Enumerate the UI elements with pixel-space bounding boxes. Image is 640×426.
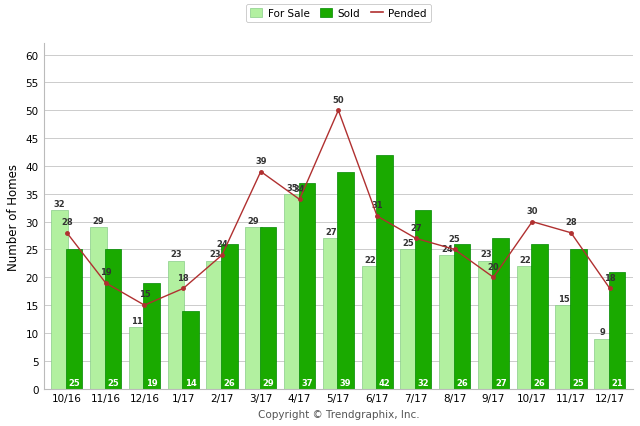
Text: 22: 22	[519, 255, 531, 264]
Bar	[221, 245, 237, 389]
Text: 32: 32	[54, 200, 65, 209]
Text: 32: 32	[417, 378, 429, 387]
Text: 29: 29	[248, 216, 259, 225]
Bar	[323, 239, 339, 389]
Text: 23: 23	[481, 250, 492, 259]
Text: 21: 21	[611, 378, 623, 387]
Bar	[207, 261, 223, 389]
Text: 28: 28	[61, 218, 73, 227]
Bar	[570, 250, 586, 389]
Bar	[90, 227, 107, 389]
Text: 50: 50	[333, 95, 344, 104]
Text: 29: 29	[93, 216, 104, 225]
Text: 25: 25	[107, 378, 119, 387]
Text: 37: 37	[301, 378, 312, 387]
Text: 35: 35	[287, 183, 298, 192]
Bar	[362, 267, 378, 389]
Text: 26: 26	[223, 378, 235, 387]
Bar	[143, 283, 160, 389]
Bar	[168, 261, 184, 389]
Text: 27: 27	[495, 378, 506, 387]
Text: 23: 23	[209, 250, 221, 259]
Bar	[182, 311, 199, 389]
Text: 25: 25	[449, 234, 461, 243]
Text: 23: 23	[170, 250, 182, 259]
Text: 14: 14	[184, 378, 196, 387]
Bar	[439, 256, 456, 389]
Bar	[51, 211, 68, 389]
Text: 26: 26	[534, 378, 545, 387]
Bar	[415, 211, 431, 389]
Text: 20: 20	[488, 262, 499, 271]
Bar	[129, 328, 145, 389]
Text: 19: 19	[100, 268, 111, 276]
Bar	[454, 245, 470, 389]
Text: 34: 34	[294, 184, 305, 193]
Text: 25: 25	[403, 239, 415, 248]
Legend: For Sale, Sold, Pended: For Sale, Sold, Pended	[246, 5, 431, 23]
Text: 31: 31	[371, 201, 383, 210]
Bar	[401, 250, 417, 389]
Text: 18: 18	[604, 273, 616, 282]
Bar	[531, 245, 548, 389]
Text: 29: 29	[262, 378, 274, 387]
Text: 9: 9	[600, 328, 605, 337]
Text: 27: 27	[410, 223, 422, 232]
Bar	[493, 239, 509, 389]
Text: 15: 15	[139, 290, 150, 299]
Bar	[376, 155, 392, 389]
Text: 39: 39	[340, 378, 351, 387]
Text: 25: 25	[572, 378, 584, 387]
Text: 19: 19	[146, 378, 157, 387]
Bar	[516, 267, 533, 389]
Text: 11: 11	[131, 317, 143, 325]
Text: 15: 15	[558, 294, 570, 303]
Bar	[337, 172, 354, 389]
Text: 24: 24	[216, 240, 228, 249]
Bar	[556, 305, 572, 389]
Y-axis label: Number of Homes: Number of Homes	[7, 163, 20, 270]
X-axis label: Copyright © Trendgraphix, Inc.: Copyright © Trendgraphix, Inc.	[257, 409, 419, 419]
Bar	[105, 250, 121, 389]
Text: 28: 28	[565, 218, 577, 227]
Bar	[260, 227, 276, 389]
Text: 42: 42	[378, 378, 390, 387]
Bar	[245, 227, 262, 389]
Text: 26: 26	[456, 378, 468, 387]
Bar	[284, 194, 301, 389]
Text: 24: 24	[442, 244, 453, 253]
Text: 39: 39	[255, 156, 266, 165]
Bar	[609, 272, 625, 389]
Text: 27: 27	[325, 227, 337, 236]
Text: 30: 30	[527, 207, 538, 216]
Bar	[66, 250, 83, 389]
Text: 22: 22	[364, 255, 376, 264]
Text: 25: 25	[68, 378, 80, 387]
Text: 18: 18	[177, 273, 189, 282]
Bar	[595, 339, 611, 389]
Bar	[299, 183, 315, 389]
Bar	[478, 261, 495, 389]
